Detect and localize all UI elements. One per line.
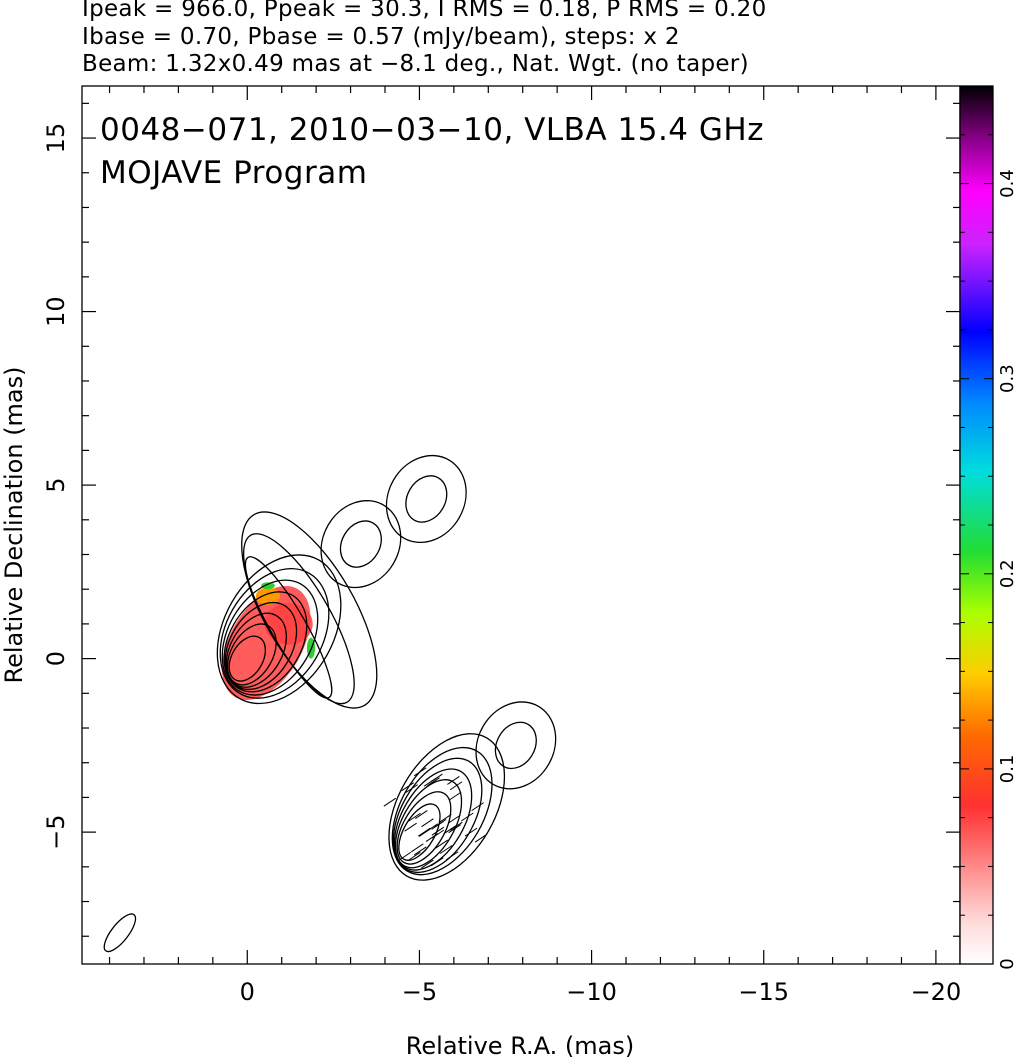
evpa-vector: [443, 825, 457, 835]
plot-frame: [81, 85, 961, 965]
y-tick-label: 15: [42, 123, 70, 154]
evpa-vector: [460, 812, 474, 822]
evpa-vector: [448, 824, 461, 834]
pol-core-contour: [398, 803, 441, 861]
evpa-vector: [421, 859, 434, 869]
total-knot-contour: [385, 454, 467, 544]
evpa-vector: [435, 839, 449, 849]
evpa-vector: [398, 851, 412, 861]
total-core-contour: [228, 635, 267, 682]
total-core-contour: [216, 554, 342, 705]
evpa-vector: [415, 810, 428, 819]
y-tick-label: −5: [42, 814, 70, 849]
evpa-vector: [405, 784, 418, 794]
evpa-vector: [425, 823, 439, 833]
total-core-contour: [221, 579, 319, 696]
colorbar: [959, 85, 994, 965]
evpa-vector: [474, 833, 488, 843]
x-tick-label: −20: [911, 978, 962, 1006]
evpa-vector: [431, 820, 444, 830]
evpa-vector: [448, 814, 461, 824]
pol-core-contour: [388, 733, 506, 881]
axis-ticks: 0 −5 −10 −15 −20 −5 0 5 10 15: [42, 86, 961, 1006]
evpa-vector: [448, 791, 462, 801]
evpa-vector: [413, 846, 427, 856]
evpa-vector: [411, 843, 424, 853]
total-core-contour: [219, 568, 330, 699]
y-tick-label: 0: [42, 651, 70, 666]
fractional-pol-fill: [261, 582, 275, 590]
chart-subtitle: MOJAVE Program: [100, 155, 367, 191]
total-core-contour: [225, 612, 287, 688]
x-axis-label: Relative R.A. (mas): [406, 1032, 634, 1060]
x-tick-label: −10: [566, 978, 617, 1006]
evpa-vector: [471, 802, 484, 812]
y-tick-label: 10: [42, 296, 70, 327]
evpa-vector: [413, 767, 427, 777]
total-knot-contour: [339, 520, 382, 568]
header-line-1: Ipeak = 966.0, Ppeak = 30.3, I RMS = 0.1…: [82, 0, 767, 22]
total-core-contour: [224, 601, 298, 691]
total-core-contour: [223, 591, 308, 693]
x-tick-label: −15: [738, 978, 789, 1006]
data-layer: [103, 454, 557, 953]
evpa-vector: [431, 826, 445, 836]
beam-ellipse: [103, 913, 137, 953]
pol-core-contour: [394, 779, 463, 869]
pol-core-contour: [393, 768, 473, 871]
x-tick-label: 0: [240, 978, 255, 1006]
evpa-vector: [383, 797, 397, 807]
pol-core-contour: [392, 757, 483, 874]
evpa-vector: [401, 782, 415, 792]
colorbar-tick-label: 0.1: [997, 755, 1018, 784]
colorbar-ticks: 0 0.1 0.2 0.3 0.4: [960, 85, 1018, 970]
evpa-vector: [450, 821, 463, 831]
evpa-vector: [425, 833, 439, 842]
y-axis-label: Relative Declination (mas): [0, 366, 28, 683]
y-tick-label: 5: [42, 477, 70, 492]
x-tick-label: −5: [402, 978, 437, 1006]
evpa-vector: [447, 776, 460, 785]
chart-title: 0048−071, 2010−03−10, VLBA 15.4 GHz: [100, 112, 764, 148]
evpa-vector: [430, 857, 444, 867]
pol-core-contour: [391, 746, 493, 876]
evpa-vector: [408, 851, 421, 861]
pol-knot-contour: [494, 721, 537, 770]
colorbar-tick-label: 0.4: [997, 169, 1018, 198]
total-knot-contour: [405, 475, 448, 523]
evpa-vector: [449, 781, 463, 791]
evpa-vector: [445, 851, 459, 861]
evpa-vector: [408, 812, 421, 822]
evpa-vector: [421, 818, 434, 828]
evpa-vector: [464, 827, 478, 837]
pol-knot-contour: [475, 701, 557, 790]
evpa-vector: [427, 777, 440, 787]
colorbar-tick-label: 0.2: [997, 559, 1018, 588]
evpa-vector: [423, 777, 437, 787]
total-knot-contour: [320, 500, 402, 589]
colorbar-tick-label: 0.3: [997, 364, 1018, 393]
evpa-vector: [417, 827, 431, 837]
evpa-vector: [404, 822, 417, 832]
header-line-3: Beam: 1.32x0.49 mas at −8.1 deg., Nat. W…: [82, 51, 749, 77]
colorbar-tick-label: 0: [997, 958, 1018, 969]
header-line-2: Ibase = 0.70, Pbase = 0.57 (mJy/beam), s…: [82, 24, 680, 50]
pol-core-contour: [396, 791, 452, 865]
evpa-vector: [439, 813, 452, 823]
evpa-vector: [439, 845, 453, 854]
